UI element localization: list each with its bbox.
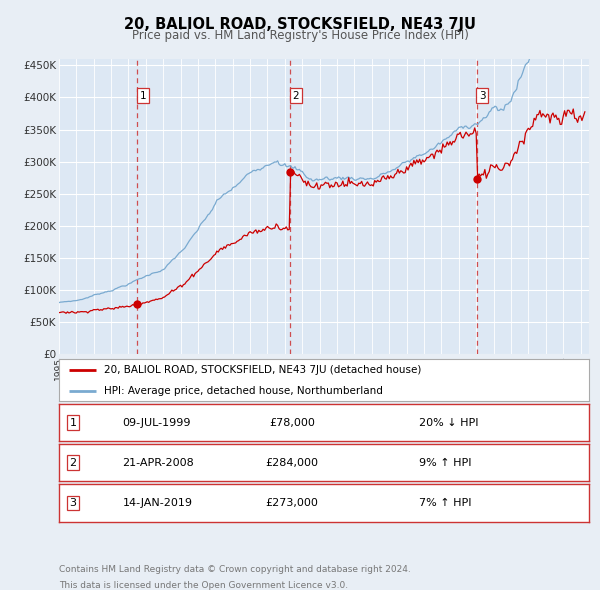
Text: Contains HM Land Registry data © Crown copyright and database right 2024.: Contains HM Land Registry data © Crown c… (59, 565, 410, 573)
Text: 7% ↑ HPI: 7% ↑ HPI (419, 498, 472, 508)
Text: 2: 2 (292, 91, 299, 101)
Text: 09-JUL-1999: 09-JUL-1999 (122, 418, 191, 428)
Text: 21-APR-2008: 21-APR-2008 (122, 458, 194, 468)
Text: Price paid vs. HM Land Registry's House Price Index (HPI): Price paid vs. HM Land Registry's House … (131, 30, 469, 42)
Text: HPI: Average price, detached house, Northumberland: HPI: Average price, detached house, Nort… (104, 386, 383, 395)
Text: 20, BALIOL ROAD, STOCKSFIELD, NE43 7JU (detached house): 20, BALIOL ROAD, STOCKSFIELD, NE43 7JU (… (104, 365, 421, 375)
Text: 1: 1 (139, 91, 146, 101)
Text: 20, BALIOL ROAD, STOCKSFIELD, NE43 7JU: 20, BALIOL ROAD, STOCKSFIELD, NE43 7JU (124, 17, 476, 32)
Text: 3: 3 (70, 498, 77, 508)
Text: 3: 3 (479, 91, 485, 101)
Text: 14-JAN-2019: 14-JAN-2019 (122, 498, 193, 508)
Text: £78,000: £78,000 (269, 418, 315, 428)
Text: This data is licensed under the Open Government Licence v3.0.: This data is licensed under the Open Gov… (59, 581, 348, 590)
Text: 2: 2 (70, 458, 77, 468)
Text: £273,000: £273,000 (266, 498, 319, 508)
Text: 20% ↓ HPI: 20% ↓ HPI (419, 418, 479, 428)
Text: 9% ↑ HPI: 9% ↑ HPI (419, 458, 472, 468)
Text: 1: 1 (70, 418, 77, 428)
Text: £284,000: £284,000 (266, 458, 319, 468)
